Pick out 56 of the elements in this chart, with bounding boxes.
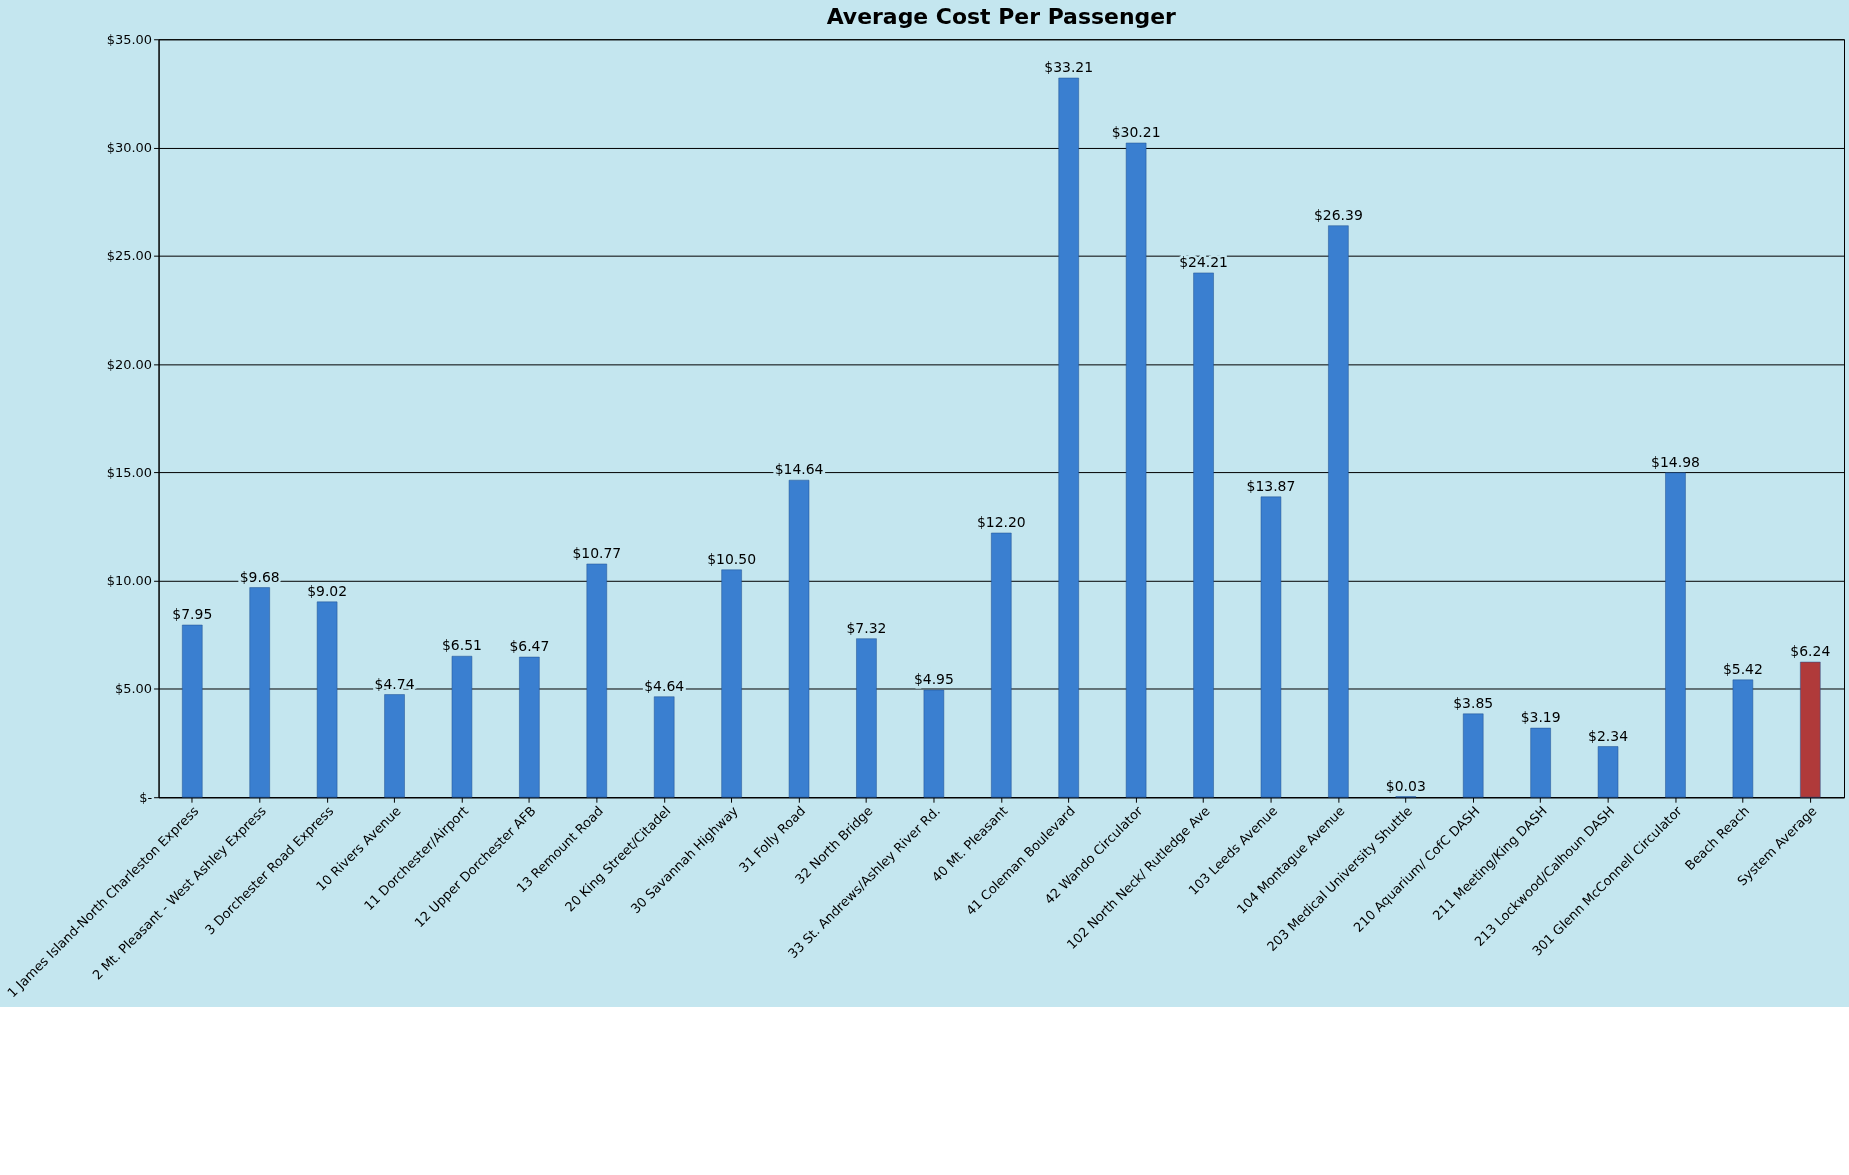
data-label: $24.21 <box>1179 253 1228 270</box>
bar <box>856 638 877 798</box>
bar <box>1665 472 1686 798</box>
data-label: $9.68 <box>239 568 280 585</box>
data-label: $3.19 <box>1520 709 1561 726</box>
data-label: $30.21 <box>1111 124 1161 140</box>
bar <box>1125 142 1147 798</box>
y-tick-label: $- <box>139 789 153 805</box>
y-tick-label: $10.00 <box>106 573 153 589</box>
bar <box>249 587 270 798</box>
data-label: $4.95 <box>913 671 954 688</box>
data-label: $33.21 <box>1044 59 1094 76</box>
data-label: $4.74 <box>374 675 415 692</box>
bar <box>384 694 405 798</box>
data-label: $10.77 <box>572 544 622 561</box>
data-label: $5.42 <box>1722 660 1763 677</box>
data-label: $6.47 <box>509 638 550 655</box>
bar <box>923 689 945 798</box>
bar <box>788 479 810 798</box>
bar <box>1058 77 1079 798</box>
data-label: $7.95 <box>172 606 213 623</box>
y-tick-label: $30.00 <box>106 140 153 156</box>
bar <box>1260 496 1282 798</box>
bar <box>721 569 742 798</box>
data-label: $6.51 <box>441 637 482 654</box>
data-label: $10.50 <box>707 550 757 567</box>
bar <box>991 532 1012 798</box>
data-label: $26.39 <box>1313 206 1363 223</box>
bar <box>1597 746 1619 798</box>
y-tick-label: $35.00 <box>106 31 153 47</box>
data-label: $13.87 <box>1246 477 1296 494</box>
bar <box>1462 713 1484 798</box>
data-label: $12.20 <box>976 514 1026 531</box>
data-label: $6.24 <box>1790 643 1831 660</box>
bar <box>182 624 203 798</box>
data-label: $9.02 <box>307 582 348 599</box>
bar <box>1193 272 1214 798</box>
bar <box>451 655 473 798</box>
bar <box>586 563 608 798</box>
y-tick-label: $20.00 <box>106 356 153 372</box>
bar <box>1800 661 1821 798</box>
bar <box>1328 225 1349 798</box>
bar <box>1530 727 1551 798</box>
data-label: $14.98 <box>1651 453 1700 470</box>
bar <box>653 696 675 798</box>
data-label: $0.03 <box>1385 777 1426 794</box>
data-label: $3.85 <box>1453 694 1494 711</box>
bar <box>1732 679 1754 798</box>
data-label: $2.34 <box>1588 727 1629 744</box>
chart-title: Average Cost Per Passenger <box>826 4 1177 30</box>
data-label: $7.32 <box>846 619 887 636</box>
y-tick-label: $15.00 <box>106 464 153 480</box>
y-tick-label: $5.00 <box>114 681 153 697</box>
bar <box>316 601 338 798</box>
y-tick-label: $25.00 <box>106 248 153 264</box>
bar <box>519 656 540 798</box>
